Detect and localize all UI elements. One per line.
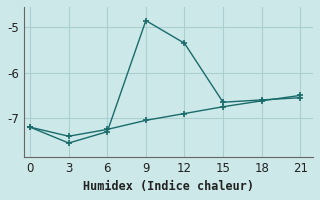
X-axis label: Humidex (Indice chaleur): Humidex (Indice chaleur) <box>83 180 254 193</box>
